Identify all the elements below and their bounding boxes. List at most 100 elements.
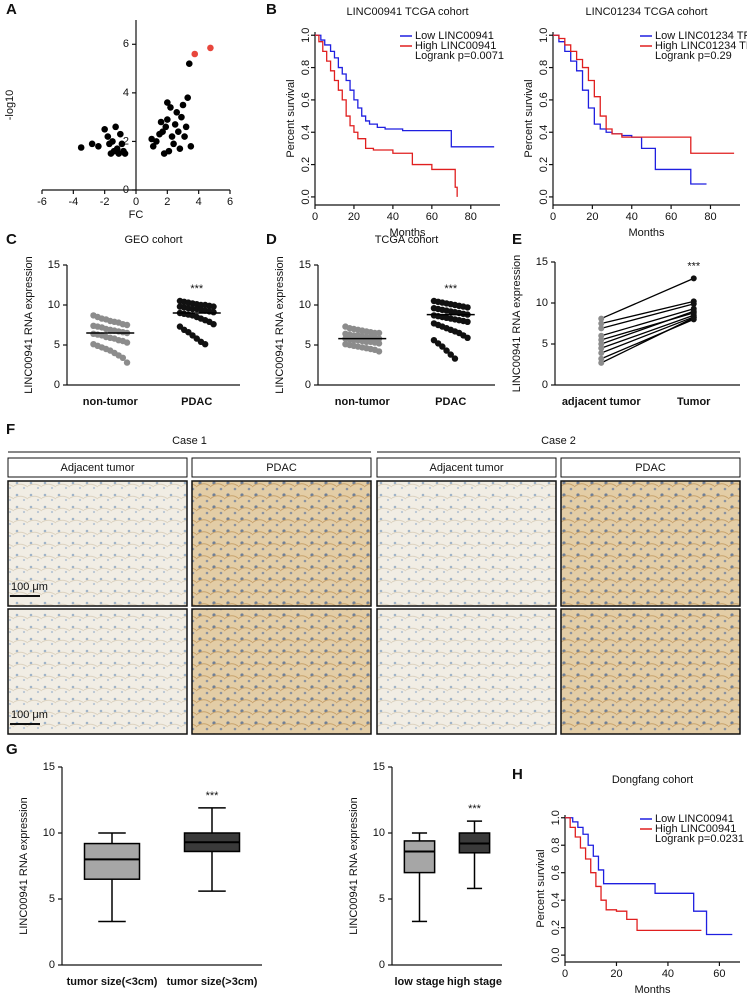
point xyxy=(159,128,166,136)
y-tick-label: 0 xyxy=(379,959,385,971)
x-tick-label: 20 xyxy=(610,968,622,980)
point xyxy=(185,60,193,68)
point xyxy=(173,108,181,116)
annotation: Logrank p=0.0231 xyxy=(655,833,744,845)
panel-label: D xyxy=(266,231,277,248)
y-axis-label: LINC00941 RNA expression xyxy=(348,797,360,935)
point xyxy=(149,142,157,150)
legend-label: High LINC01234 TPM xyxy=(655,40,747,52)
box xyxy=(403,840,436,874)
panel-label: C xyxy=(6,231,17,248)
panel-label: H xyxy=(512,766,523,783)
column-header-box xyxy=(191,457,372,478)
case-label: Case 1 xyxy=(172,435,207,447)
point xyxy=(690,314,697,321)
point xyxy=(375,348,383,355)
survival-curve xyxy=(315,34,495,148)
point xyxy=(187,142,195,150)
point xyxy=(123,321,131,329)
x-tick-label: 0 xyxy=(312,211,318,223)
point xyxy=(104,133,112,140)
x-category-label: tumor size(>3cm) xyxy=(167,976,258,988)
pair-line xyxy=(601,314,694,349)
annotation: *** xyxy=(687,260,701,272)
annotation: *** xyxy=(206,790,220,802)
y-tick-label: 10 xyxy=(48,299,60,311)
x-tick-label: 0 xyxy=(562,968,568,980)
scale-bar-label: 100 μm xyxy=(11,709,48,721)
y-tick-label: 0 xyxy=(123,184,129,196)
y-tick-label: 6 xyxy=(123,38,129,50)
point xyxy=(118,140,126,148)
survival-curve xyxy=(553,34,735,154)
x-tick-label: 0 xyxy=(550,211,556,223)
y-tick-label: 10 xyxy=(43,827,55,839)
x-category-label: high stage xyxy=(447,976,502,988)
point xyxy=(162,123,170,131)
point xyxy=(598,325,605,332)
point xyxy=(210,309,217,316)
micrograph xyxy=(191,608,372,735)
chart-title: TCGA cohort xyxy=(375,234,439,246)
y-tick-label: 1.0 xyxy=(538,28,550,43)
x-tick-label: 20 xyxy=(586,211,598,223)
point xyxy=(210,303,217,310)
x-category-label: non-tumor xyxy=(83,396,139,408)
annotation: *** xyxy=(468,803,482,815)
x-tick-label: 20 xyxy=(348,211,360,223)
y-tick-label: 4 xyxy=(123,87,129,99)
micrograph xyxy=(560,608,741,735)
point xyxy=(439,343,446,350)
y-axis-label: LINC00941 RNA expression xyxy=(511,255,523,393)
y-tick-label: 0 xyxy=(542,379,548,391)
y-tick-label: 0.6 xyxy=(538,92,550,107)
pair-line xyxy=(600,317,695,364)
point xyxy=(375,340,383,347)
x-axis-label: Months xyxy=(628,227,665,239)
panel-label: G xyxy=(6,741,18,758)
y-tick-label: 15 xyxy=(373,761,385,773)
column-header-box xyxy=(376,457,557,478)
x-tick-label: -6 xyxy=(37,196,47,208)
x-category-label: PDAC xyxy=(181,396,212,408)
column-header-box xyxy=(7,457,188,478)
pair-line xyxy=(601,308,694,337)
legend-label: High LINC00941 xyxy=(415,40,496,52)
y-tick-label: 0.8 xyxy=(300,60,312,75)
legend-label: Low LINC01234 TPM xyxy=(655,30,747,42)
y-axis-label: LINC00941 RNA expression xyxy=(18,797,30,935)
y-tick-label: 0 xyxy=(54,379,60,391)
point xyxy=(176,145,184,153)
point xyxy=(464,318,471,325)
y-tick-label: 5 xyxy=(54,339,60,351)
y-tick-label: 1.0 xyxy=(550,810,562,825)
y-tick-label: 0.0 xyxy=(538,189,550,204)
x-tick-label: 6 xyxy=(227,196,233,208)
point xyxy=(117,130,124,138)
point xyxy=(451,355,459,362)
point xyxy=(210,321,217,328)
y-tick-label: 1.0 xyxy=(300,28,312,43)
x-category-label: Tumor xyxy=(677,396,711,408)
y-tick-label: 15 xyxy=(48,259,60,271)
chart-title: Dongfang cohort xyxy=(612,774,693,786)
y-tick-label: 0 xyxy=(49,959,55,971)
x-tick-label: 60 xyxy=(426,211,438,223)
column-header: Adjacent tumor xyxy=(430,462,504,474)
survival-curve xyxy=(565,817,702,932)
column-header-box xyxy=(560,457,741,478)
x-tick-label: 0 xyxy=(133,196,139,208)
y-tick-label: 0.0 xyxy=(550,947,562,962)
pair-line xyxy=(600,277,695,320)
micrograph xyxy=(560,480,741,607)
point xyxy=(181,133,188,140)
point xyxy=(598,355,605,362)
point xyxy=(175,128,182,136)
y-axis-label: LINC00941 RNA expression xyxy=(23,256,35,394)
point xyxy=(598,341,605,347)
point xyxy=(598,336,605,343)
x-category-label: tumor size(<3cm) xyxy=(67,976,158,988)
point xyxy=(201,341,209,348)
point xyxy=(690,300,697,307)
point xyxy=(598,332,605,339)
